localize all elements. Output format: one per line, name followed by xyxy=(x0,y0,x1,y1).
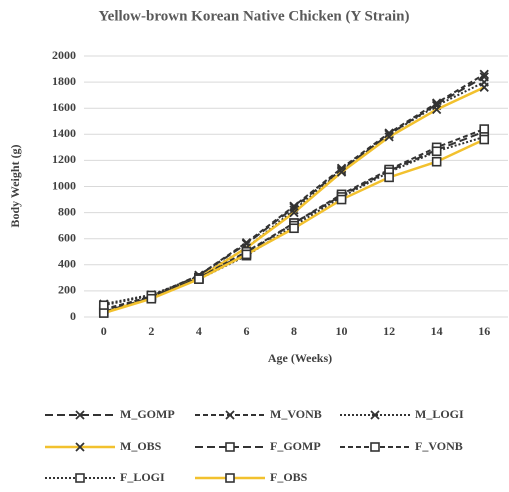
legend-marker xyxy=(75,442,85,452)
legend-marker xyxy=(370,410,380,420)
legend-marker xyxy=(225,473,235,483)
legend-marker xyxy=(370,442,380,452)
y-tick-label: 1600 xyxy=(52,100,76,114)
y-tick-label: 200 xyxy=(58,283,76,297)
x-tick-label: 0 xyxy=(101,324,107,338)
legend-label: M_LOGI xyxy=(415,407,464,421)
marker xyxy=(241,249,252,260)
legend-marker xyxy=(225,410,235,420)
marker xyxy=(431,146,442,157)
marker xyxy=(479,69,489,79)
legend-label: M_VONB xyxy=(270,407,322,421)
y-tick-label: 600 xyxy=(58,230,76,244)
y-tick-label: 1400 xyxy=(52,126,76,140)
marker xyxy=(336,194,347,205)
legend-label: F_LOGI xyxy=(120,470,165,484)
legend-label: F_GOMP xyxy=(270,439,321,453)
series-line xyxy=(103,86,485,315)
y-axis-title: Body Weight (g) xyxy=(8,144,22,227)
x-tick-label: 12 xyxy=(383,324,395,338)
y-tick-label: 400 xyxy=(58,257,76,271)
marker xyxy=(289,205,299,215)
legend-label: M_GOMP xyxy=(120,407,175,421)
x-tick-label: 8 xyxy=(291,324,297,338)
marker xyxy=(432,104,442,115)
legend-label: M_OBS xyxy=(120,439,162,453)
marker xyxy=(289,207,299,218)
x-tick-label: 14 xyxy=(431,324,443,338)
marker xyxy=(289,223,299,234)
chart-title: Yellow-brown Korean Native Chicken (Y St… xyxy=(99,8,410,24)
y-tick-label: 1800 xyxy=(52,74,76,88)
marker xyxy=(479,124,490,134)
legend-label: F_OBS xyxy=(270,470,308,484)
legend-marker xyxy=(225,442,235,452)
marker xyxy=(479,134,490,145)
marker xyxy=(146,293,157,304)
marker xyxy=(479,82,489,92)
legend-marker xyxy=(75,473,85,483)
marker xyxy=(98,308,109,318)
y-tick-label: 1000 xyxy=(52,178,76,192)
marker xyxy=(194,274,204,284)
x-tick-label: 6 xyxy=(243,324,249,338)
marker xyxy=(431,156,442,167)
series-line xyxy=(103,81,485,305)
x-tick-label: 2 xyxy=(148,324,154,338)
y-tick-label: 0 xyxy=(70,309,76,323)
y-tick-label: 1200 xyxy=(52,152,76,166)
marker xyxy=(384,132,394,142)
y-tick-label: 800 xyxy=(58,204,76,218)
marker xyxy=(384,129,394,139)
legend-item: M_OBS xyxy=(45,439,162,453)
legend-item: F_VONB xyxy=(340,439,463,453)
marker xyxy=(98,300,109,311)
legend-item: M_GOMP xyxy=(45,407,175,421)
legend-item: F_LOGI xyxy=(45,470,165,484)
marker xyxy=(336,167,347,177)
marker xyxy=(384,172,394,183)
x-tick-label: 16 xyxy=(478,324,490,338)
legend-item: F_GOMP xyxy=(195,439,321,453)
legend-item: M_LOGI xyxy=(340,407,464,421)
legend-item: M_VONB xyxy=(195,407,322,421)
legend-label: F_VONB xyxy=(415,439,463,453)
x-tick-label: 10 xyxy=(336,324,348,338)
x-tick-label: 4 xyxy=(196,324,202,338)
legend-marker xyxy=(75,410,85,420)
y-tick-label: 2000 xyxy=(52,48,76,62)
x-axis-title: Age (Weeks) xyxy=(268,351,332,365)
legend-item: F_OBS xyxy=(195,470,308,484)
